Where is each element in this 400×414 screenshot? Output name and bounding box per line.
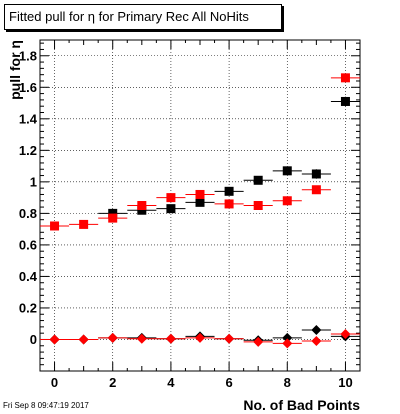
- timestamp-footer: Fri Sep 8 09:47:19 2017: [3, 401, 89, 410]
- data-point-square: [79, 219, 89, 229]
- data-point-square: [282, 196, 292, 206]
- x-tick-label: 10: [338, 375, 352, 390]
- data-point-diamond: [165, 333, 176, 344]
- y-tick-label: 1.8: [19, 48, 37, 63]
- x-axis-label: No. of Bad Points: [243, 397, 360, 413]
- y-tick-label: 1.4: [19, 111, 38, 126]
- y-tick-label: 1: [30, 174, 37, 189]
- data-point-square: [166, 204, 176, 214]
- data-point-diamond: [282, 338, 293, 349]
- x-tick-label: 4: [167, 375, 175, 390]
- data-point-diamond: [78, 334, 89, 345]
- y-tick-label: 0.8: [19, 206, 37, 221]
- data-point-diamond: [49, 334, 60, 345]
- data-point-square: [311, 185, 321, 195]
- data-point-square: [108, 208, 118, 218]
- data-point-square: [224, 186, 234, 196]
- data-point-square: [340, 73, 350, 83]
- data-point-diamond: [224, 333, 235, 344]
- y-tick-label: 1.6: [19, 80, 37, 95]
- data-point-square: [224, 199, 234, 209]
- data-point-diamond: [311, 336, 322, 347]
- data-point-square: [340, 96, 350, 106]
- y-tick-label: 0.6: [19, 237, 37, 252]
- chart-title: Fitted pull for η for Primary Rec All No…: [4, 4, 282, 30]
- data-marks: [40, 73, 360, 349]
- y-tick-label: 1.2: [19, 143, 37, 158]
- data-point-square: [137, 205, 147, 215]
- data-point-square: [50, 221, 60, 231]
- data-point-diamond: [107, 332, 118, 343]
- data-point-diamond: [253, 336, 264, 347]
- data-point-square: [166, 193, 176, 203]
- data-point-square: [311, 169, 321, 179]
- data-point-square: [108, 213, 118, 223]
- data-point-diamond: [340, 328, 351, 339]
- data-point-square: [282, 166, 292, 176]
- data-point-square: [137, 201, 147, 210]
- y-axis-label: pull for η: [7, 40, 23, 100]
- y-tick-label: 0.4: [19, 269, 38, 284]
- data-point-square: [253, 201, 263, 210]
- y-tick-label: 0: [30, 332, 37, 347]
- data-point-square: [253, 175, 263, 185]
- x-tick-label: 8: [284, 375, 291, 390]
- data-point-diamond: [311, 325, 322, 336]
- axes: 0 2 4 6 8 10 0 0.2 0.4 0.6 0.8 1 1.2 1.4 1.6 1.8: [19, 40, 361, 390]
- x-tick-label: 0: [51, 375, 58, 390]
- x-tick-label: 2: [109, 375, 116, 390]
- data-point-diamond: [282, 332, 293, 343]
- data-point-diamond: [195, 332, 205, 343]
- x-tick-label: 6: [225, 375, 232, 390]
- y-tick-label: 0.2: [19, 300, 37, 315]
- data-point-square: [195, 189, 205, 199]
- data-point-diamond: [136, 333, 147, 344]
- data-point-square: [195, 197, 205, 207]
